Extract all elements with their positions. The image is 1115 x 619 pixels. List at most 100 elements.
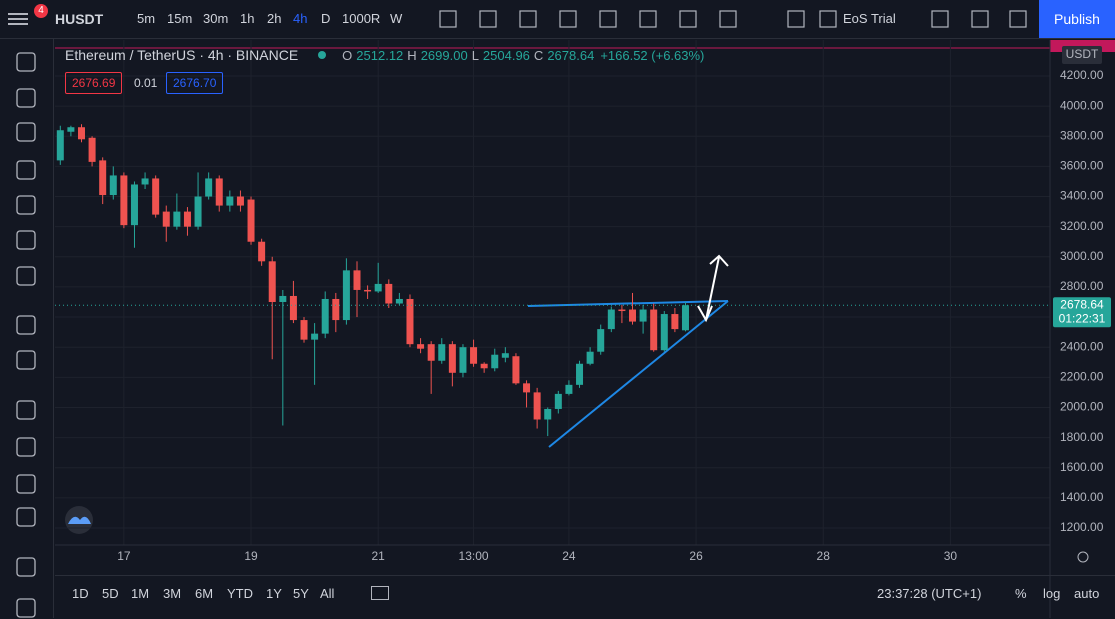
bottom-toolbar: 1D 5D 1M 3M 6M YTD 1Y 5Y All 23:37:28 (UTC+1) % …: [55, 575, 1115, 619]
spread: 0.01: [134, 76, 158, 90]
date-range-icon[interactable]: [371, 586, 389, 600]
toolbar-icon[interactable]: [519, 10, 537, 28]
bid[interactable]: 2676.69: [65, 72, 123, 94]
trend-line[interactable]: [548, 300, 729, 448]
y-tick-label: 3400.00: [1060, 189, 1104, 203]
range[interactable]: 1D: [72, 586, 89, 601]
toolbar-icon[interactable]: [819, 10, 837, 28]
tool-icon[interactable]: [16, 266, 36, 286]
candle-body: [56, 130, 64, 161]
toolbar-icon[interactable]: [719, 10, 737, 28]
toolbar-icon[interactable]: [439, 10, 457, 28]
tool-icon[interactable]: [16, 507, 36, 527]
tool-icon[interactable]: [16, 195, 36, 215]
tool-icon[interactable]: [16, 350, 36, 370]
publish-button[interactable]: Publish: [1039, 0, 1115, 38]
interval[interactable]: W: [390, 11, 403, 26]
tool-icon[interactable]: [16, 88, 36, 108]
candle-body: [321, 298, 329, 334]
y-tick-label: 4000.00: [1060, 98, 1104, 112]
arrow[interactable]: [705, 256, 720, 321]
toolbar-icon[interactable]: [1009, 10, 1027, 28]
ohlc-value: 2678.64: [547, 47, 595, 63]
y-tick-label: 1600.00: [1060, 460, 1104, 474]
interval[interactable]: 4h: [293, 11, 308, 26]
toolbar-icon[interactable]: [787, 10, 805, 28]
candle-body: [395, 298, 403, 304]
ask[interactable]: 2676.70: [166, 72, 224, 94]
top-toolbar: 4 HUSDT 5m 15m 30m 1h 2h 4h D 1000R W EoS Trial …: [0, 0, 1115, 39]
tool-icon[interactable]: [16, 52, 36, 72]
candle-body: [300, 320, 308, 340]
range[interactable]: 5D: [102, 586, 119, 601]
candle-body: [639, 309, 647, 322]
y-tick-label: 3200.00: [1060, 219, 1104, 233]
range[interactable]: 3M: [163, 586, 182, 601]
toolbar-icon[interactable]: [639, 10, 657, 28]
candle-body: [385, 283, 393, 304]
tool-icon[interactable]: [16, 315, 36, 335]
interval[interactable]: 1000R: [342, 11, 381, 26]
candle-body: [236, 196, 244, 206]
tool-icon[interactable]: [16, 230, 36, 250]
currency-label: USDT: [1066, 47, 1099, 61]
toolbar-icon[interactable]: [599, 10, 617, 28]
arrow-head: [697, 305, 713, 323]
symbol[interactable]: HUSDT: [55, 11, 104, 27]
range[interactable]: 1M: [131, 586, 150, 601]
tool-icon[interactable]: [16, 122, 36, 142]
candle-body: [650, 309, 658, 351]
log-toggle[interactable]: log: [1043, 586, 1061, 601]
toolbar-icon[interactable]: [479, 10, 497, 28]
menu-icon[interactable]: [8, 10, 28, 28]
trend-line[interactable]: [527, 300, 729, 307]
interval[interactable]: 15m: [167, 11, 193, 26]
y-tick-label: 2200.00: [1060, 369, 1104, 383]
change: +166.52 (+6.63%): [600, 47, 705, 63]
candle-body: [427, 344, 435, 361]
grid: [55, 40, 1050, 545]
ohlc-key: H: [407, 47, 417, 63]
interval[interactable]: 5m: [137, 11, 156, 26]
tool-icon[interactable]: [16, 160, 36, 180]
candle-body: [364, 289, 372, 292]
settings-icon[interactable]: [1077, 551, 1089, 563]
y-tick-label: 1200.00: [1060, 520, 1104, 534]
countdown: 01:22:31: [1059, 311, 1106, 325]
tool-icon[interactable]: [16, 474, 36, 494]
range[interactable]: YTD: [227, 586, 253, 601]
candle-body: [141, 178, 149, 185]
interval[interactable]: 1h: [240, 11, 255, 26]
range[interactable]: All: [320, 586, 335, 601]
trial-label[interactable]: EoS Trial: [843, 11, 896, 26]
interval[interactable]: 30m: [203, 11, 229, 26]
range[interactable]: 6M: [195, 586, 214, 601]
candle-body: [597, 329, 605, 352]
tool-icon[interactable]: [16, 598, 36, 618]
percent-toggle[interactable]: %: [1015, 586, 1027, 601]
drawings: [527, 254, 729, 448]
x-tick-label: 24: [562, 549, 576, 563]
auto-toggle[interactable]: auto: [1074, 586, 1100, 601]
toolbar-icon[interactable]: [931, 10, 949, 28]
left-toolbar: [0, 39, 54, 618]
price-tag-label: 2678.64: [1060, 297, 1104, 311]
interval[interactable]: 2h: [267, 11, 282, 26]
range[interactable]: 5Y: [293, 586, 309, 601]
candle-body: [629, 309, 637, 322]
toolbar-icon[interactable]: [559, 10, 577, 28]
range[interactable]: 1Y: [266, 586, 282, 601]
tool-icon[interactable]: [16, 400, 36, 420]
candle-body: [88, 137, 96, 162]
candle-body: [152, 178, 160, 215]
toolbar-icon[interactable]: [971, 10, 989, 28]
ohlc-value: 2512.12: [356, 47, 404, 63]
candle-body: [576, 363, 584, 385]
interval[interactable]: D: [321, 11, 331, 26]
tool-icon[interactable]: [16, 557, 36, 577]
price-tag: [1053, 297, 1111, 328]
candle-body: [332, 298, 340, 321]
tool-icon[interactable]: [16, 437, 36, 457]
toolbar-icon[interactable]: [679, 10, 697, 28]
candle-body: [586, 351, 594, 364]
